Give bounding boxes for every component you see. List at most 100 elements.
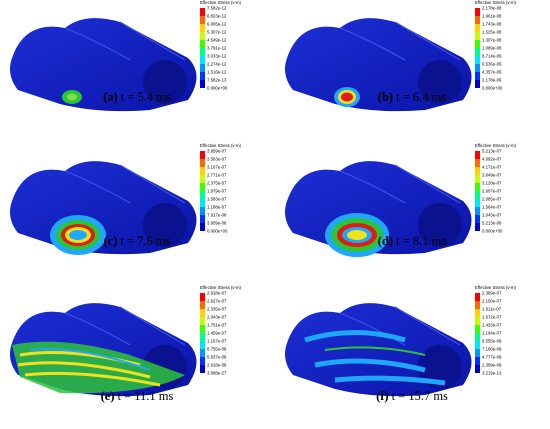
legend-label: 2.043e-07 (207, 315, 227, 320)
stress-pattern (69, 230, 87, 240)
legend-label: 2.150e-07 (482, 299, 502, 304)
legend-swatch (200, 80, 205, 88)
legend-label: 2.274e-12 (207, 62, 227, 67)
legend-swatch (475, 167, 480, 175)
legend-swatch (475, 207, 480, 215)
legend-swatch (200, 72, 205, 80)
legend-swatch (475, 365, 480, 373)
stress-pattern (341, 92, 353, 102)
legend-label: 4.692e-07 (482, 157, 502, 162)
legend-swatch (200, 215, 205, 223)
legend-label: 2.607e-07 (482, 189, 502, 194)
legend-swatch (200, 357, 205, 365)
caption-label: (f) (376, 389, 389, 403)
stress-pattern (304, 330, 446, 386)
legend-swatch (475, 333, 480, 341)
legend-swatch (200, 151, 205, 159)
legend-label: 2.918e-07 (207, 291, 227, 296)
legend: Effective Stress (v-m)2.918e-07 2.627e-07… (200, 285, 242, 376)
tunnel-ridge (339, 306, 461, 346)
legend-swatch (200, 159, 205, 167)
legend-swatch (475, 293, 480, 301)
legend-label: 2.918e-08 (207, 363, 227, 368)
legend-swatch (475, 191, 480, 199)
legend-label: 8.714e-09 (482, 54, 502, 59)
legend-swatch (200, 317, 205, 325)
caption-label: (b) (378, 90, 393, 104)
legend-swatch (475, 56, 480, 64)
stress-pattern (347, 230, 367, 240)
caption-text: t = 11.1 ms (117, 389, 173, 403)
legend-swatch (475, 357, 480, 365)
tunnel-opening (418, 203, 462, 247)
panel: Effective Stress (v-m)5.213e-07 4.692e-07… (285, 143, 517, 257)
legend-swatch (475, 349, 480, 357)
legend-label: 3.088e-27 (207, 371, 227, 376)
panel: Effective Stress (v-m)2.389e-07 2.150e-07… (285, 285, 517, 403)
legend-label: 1.583e-07 (207, 197, 227, 202)
legend-label: 2.389e-08 (482, 363, 502, 368)
legend-label: 2.178e-08 (482, 6, 502, 11)
caption: (c) t = 7.6 ms (104, 234, 171, 248)
legend-label: 3.033e-12 (207, 54, 227, 59)
legend-swatch (475, 80, 480, 88)
legend-swatch (200, 32, 205, 40)
legend-label: 1.433e-07 (482, 323, 502, 328)
caption-label: (e) (101, 389, 115, 403)
legend-swatch (475, 199, 480, 207)
legend-swatch (200, 309, 205, 317)
legend-label: 2.178e-09 (482, 78, 502, 83)
stress-pattern (324, 346, 426, 356)
legend-title: Effective Stress (v-m) (475, 143, 517, 148)
legend-label: 7.582e-12 (207, 6, 227, 11)
legend-label: 3.128e-07 (482, 181, 502, 186)
legend-label: 0.000e+00 (482, 229, 503, 234)
legend: Effective Stress (v-m)2.178e-08 1.961e-08… (475, 0, 517, 91)
legend-label: 3.959e-07 (207, 149, 227, 154)
legend-swatch (475, 215, 480, 223)
legend-label: 5.837e-08 (207, 355, 227, 360)
legend-label: 4.777e-08 (482, 355, 502, 360)
caption: (b) t = 6.4 ms (378, 90, 447, 104)
legend-label: 1.564e-07 (482, 205, 502, 210)
legend-label: 1.979e-07 (207, 189, 227, 194)
legend-swatch (200, 167, 205, 175)
legend-label: 1.043e-07 (482, 213, 502, 218)
model-image (285, 161, 472, 257)
legend-swatch (475, 317, 480, 325)
tunnel-opening (418, 60, 462, 104)
legend-label: 9.555e-08 (482, 339, 502, 344)
legend-swatch (200, 40, 205, 48)
legend: Effective Stress (v-m)2.389e-07 2.150e-07… (475, 285, 517, 376)
legend-label: 7.917e-08 (207, 213, 227, 218)
legend-label: 3.959e-08 (207, 221, 227, 226)
legend-swatch (200, 48, 205, 56)
tunnel-ridge (339, 21, 461, 61)
legend-label: 3.791e-12 (207, 46, 227, 51)
model-image (10, 303, 197, 397)
legend-label: 1.459e-07 (207, 331, 227, 336)
legend-label: 5.213e-08 (482, 221, 502, 226)
stress-pattern (29, 348, 151, 371)
legend-label: 2.627e-07 (207, 299, 227, 304)
legend-label: 6.536e-09 (482, 62, 502, 67)
legend-swatch (200, 16, 205, 24)
legend-swatch (200, 183, 205, 191)
legend-label: 3.167e-07 (207, 165, 227, 170)
legend-title: Effective Stress (v-m) (475, 0, 517, 5)
tunnel-ridge (339, 164, 461, 204)
caption-text: t = 7.6 ms (120, 234, 170, 248)
legend-title: Effective Stress (v-m) (200, 0, 242, 5)
legend-title: Effective Stress (v-m) (200, 285, 242, 290)
legend-swatch (475, 325, 480, 333)
legend-swatch (475, 223, 480, 231)
tunnel-ridge (64, 164, 186, 204)
legend-swatch (475, 151, 480, 159)
legend-swatch (475, 24, 480, 32)
legend-swatch (200, 333, 205, 341)
legend-label: 5.213e-07 (482, 149, 502, 154)
legend-label: 4.171e-07 (482, 165, 502, 170)
caption-text: t = 5.4 ms (121, 90, 171, 104)
legend-label: 1.672e-07 (482, 315, 502, 320)
